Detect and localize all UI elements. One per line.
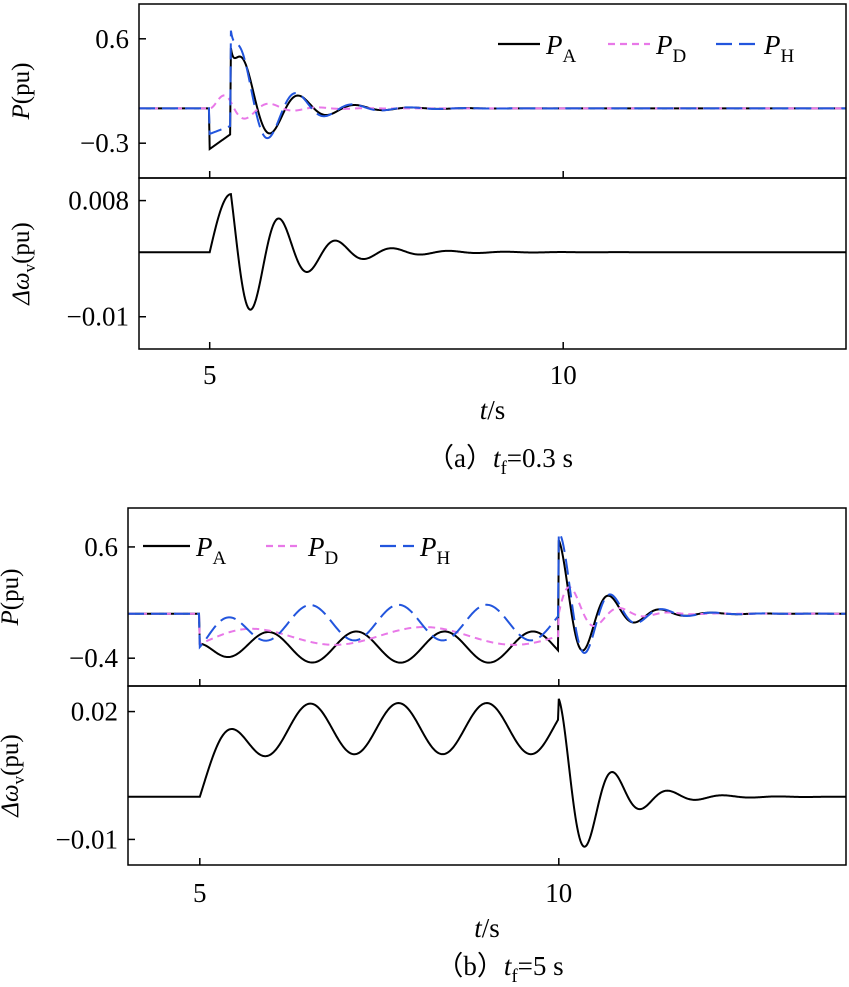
speed-panel: 0.02 −0.01 Δωv(pu): [0, 685, 847, 866]
series-line-PH: [128, 531, 846, 655]
y-tick-label: 0.008: [68, 186, 129, 216]
chart-a: 0.6 −0.3 P(pu) PA PD PH 0.008 −0.01 Δωv(pu) 5 10 t/…: [8, 3, 847, 479]
y-tick-label: 0.6: [95, 24, 129, 54]
chart-caption: （a）tf=0.3 s: [427, 443, 573, 479]
y-axis-label: P(pu): [0, 569, 24, 627]
x-axis-label: t/s: [480, 395, 506, 425]
y-tick-label: −0.01: [56, 824, 118, 854]
series-line-PH: [139, 30, 846, 140]
x-tick-label: 10: [545, 878, 572, 908]
series-line-delta-omega: [128, 698, 847, 848]
x-tick-label: 10: [550, 360, 577, 390]
plot-frame: [127, 685, 847, 866]
legend-label: PH: [763, 30, 795, 67]
plot-frame: [138, 177, 847, 350]
y-tick-label: −0.01: [67, 302, 129, 332]
series-line-PA: [139, 47, 846, 151]
y-axis-label: Δωv(pu): [8, 222, 39, 305]
series-line-PA: [128, 539, 846, 664]
y-axis-label: P(pu): [8, 63, 35, 121]
x-axis-label: t/s: [474, 913, 500, 943]
y-tick-label: 0.6: [84, 532, 118, 562]
y-tick-label: −0.3: [80, 128, 129, 158]
power-panel: 0.6 −0.4 P(pu) PA PD PH: [0, 507, 847, 687]
legend-label: PA: [195, 532, 227, 569]
legend-label: PA: [545, 30, 577, 67]
y-tick-label: 0.02: [71, 697, 118, 727]
chart-b: 0.6 −0.4 P(pu) PA PD PH 0.02 −0.01 Δωv(pu) 5 10 t/s…: [0, 507, 847, 987]
series-line-PD: [128, 586, 846, 646]
x-tick-label: 5: [203, 360, 217, 390]
speed-panel: 0.008 −0.01 Δωv(pu): [8, 177, 847, 350]
y-tick-label: −0.4: [69, 643, 118, 673]
x-tick-label: 5: [193, 878, 207, 908]
legend-label: PH: [419, 532, 451, 569]
legend-label: PD: [655, 30, 686, 67]
series-line-PD: [139, 94, 846, 120]
y-axis-label: Δωv(pu): [0, 734, 28, 817]
series-line-delta-omega: [139, 193, 846, 311]
plot-frame: [138, 3, 847, 179]
legend-label: PD: [307, 532, 338, 569]
chart-caption: （b）tf=5 s: [436, 951, 563, 987]
power-panel: 0.6 −0.3 P(pu) PA PD PH: [8, 3, 847, 179]
plot-frame: [127, 507, 847, 687]
